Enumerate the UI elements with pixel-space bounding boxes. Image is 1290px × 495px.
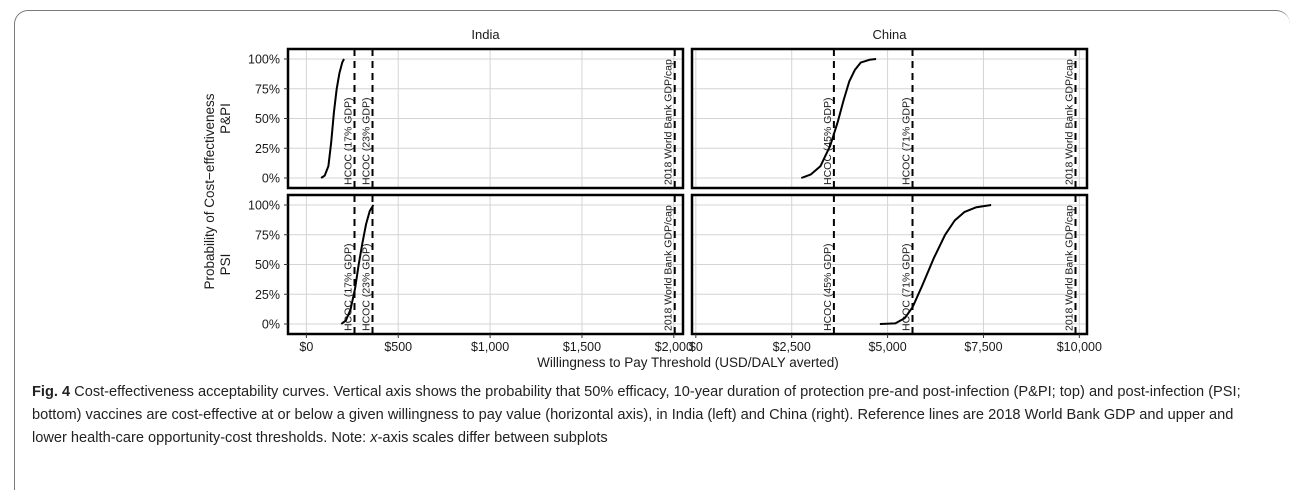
caption-text-1: Cost-effectiveness acceptability curves.… [32, 384, 1241, 446]
x-tick-label: $500 [384, 340, 412, 354]
y-tick-label: 75% [255, 82, 280, 96]
x-axis-title: Willingness to Pay Threshold (USD/DALY a… [537, 355, 839, 370]
reference-label-hcoc-23-gdp: HCOC (23% GDP) [361, 243, 373, 331]
reference-label-2018-world-bank-gdp-cap: 2018 World Bank GDP/cap [663, 205, 675, 331]
y-tick-label: 25% [255, 288, 280, 302]
column-label-india: India [471, 27, 500, 42]
curve-psi-china [879, 204, 992, 325]
y-tick-label: 0% [262, 318, 280, 332]
reference-label-hcoc-71-gdp: HCOC (71% GDP) [901, 97, 913, 185]
x-tick-label: $0 [299, 340, 313, 354]
reference-label-hcoc-17-gdp: HCOC (17% GDP) [343, 97, 355, 185]
y-tick-label: 25% [255, 142, 280, 156]
y-axis-title: Probability of Cost−effectiveness [202, 93, 217, 289]
curve-p-pi-china [800, 58, 877, 179]
panel-border-p-pi-china [690, 47, 1089, 190]
curve-psi-india [340, 204, 375, 325]
caption-text-2: -axis scales differ between subplots [377, 430, 608, 446]
x-tick-label: $10,000 [1057, 340, 1102, 354]
x-tick-label: $2,500 [773, 340, 811, 354]
curve-p-pi-india [320, 58, 345, 179]
y-tick-label: 100% [248, 199, 280, 213]
y-tick-label: 100% [248, 53, 280, 67]
figure-label: Fig. 4 [32, 384, 71, 400]
reference-label-2018-world-bank-gdp-cap: 2018 World Bank GDP/cap [1063, 59, 1075, 185]
y-tick-label: 75% [255, 228, 280, 242]
row-label-psi: PSI [218, 254, 233, 276]
reference-label-2018-world-bank-gdp-cap: 2018 World Bank GDP/cap [1063, 205, 1075, 331]
y-tick-label: 50% [255, 258, 280, 272]
x-tick-label: $7,500 [964, 340, 1002, 354]
reference-label-2018-world-bank-gdp-cap: 2018 World Bank GDP/cap [663, 59, 675, 185]
x-tick-label: $2,000 [655, 340, 693, 354]
column-label-china: China [873, 27, 908, 42]
acceptability-curves-chart: India China HCOC (17% GDP) HCOC (23% GDP) 20… [202, 27, 1102, 370]
figure-frame [14, 10, 1290, 490]
figure-caption: Fig. 4 Cost-effectiveness acceptability … [32, 381, 1272, 450]
panel-border-psi-china [690, 193, 1089, 336]
y-tick-label: 50% [255, 112, 280, 126]
x-tick-label: $5,000 [868, 340, 906, 354]
reference-label-hcoc-45-gdp: HCOC (45% GDP) [822, 97, 834, 185]
x-tick-label: $1,500 [563, 340, 601, 354]
y-tick-label: 0% [262, 172, 280, 186]
reference-label-hcoc-23-gdp: HCOC (23% GDP) [361, 97, 373, 185]
reference-label-hcoc-17-gdp: HCOC (17% GDP) [343, 243, 355, 331]
reference-label-hcoc-45-gdp: HCOC (45% GDP) [822, 243, 834, 331]
row-label-p-pi: P&PI [218, 103, 233, 134]
x-tick-label: $0 [689, 340, 703, 354]
x-tick-label: $1,000 [471, 340, 509, 354]
reference-label-hcoc-71-gdp: HCOC (71% GDP) [901, 243, 913, 331]
caption-x-italic: x [370, 430, 378, 446]
